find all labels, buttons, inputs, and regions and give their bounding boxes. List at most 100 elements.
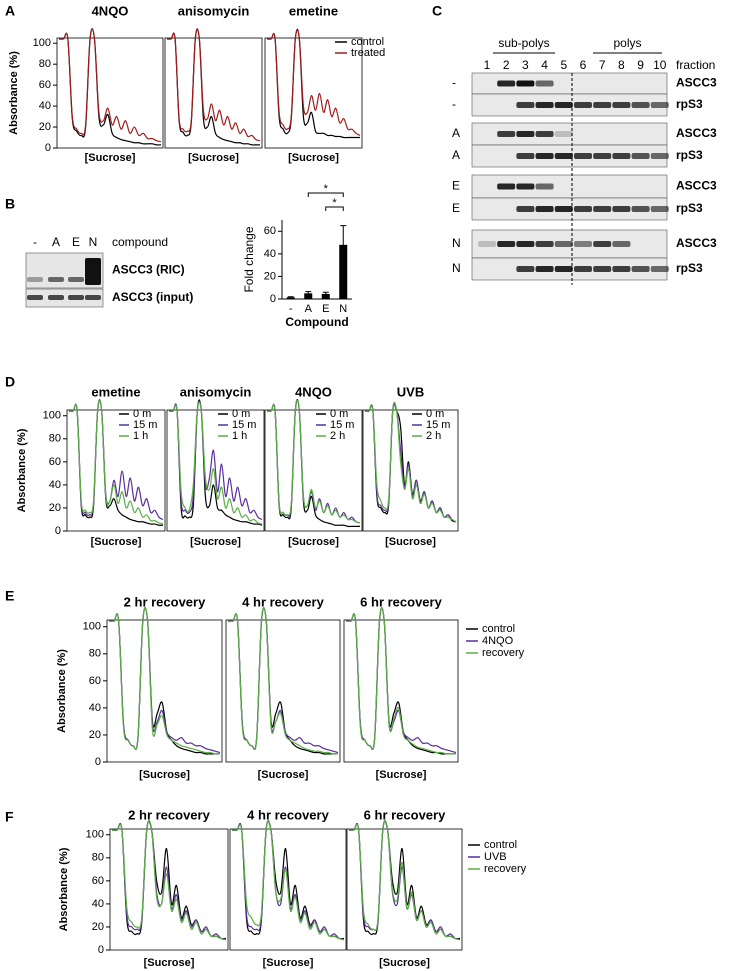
x-axis-label: [Sucrose] xyxy=(190,536,241,548)
blot-group-label: A xyxy=(452,126,460,140)
legend-label: 0 m xyxy=(426,408,444,420)
fraction-number: 3 xyxy=(522,58,529,72)
fraction-number: 2 xyxy=(503,58,510,72)
y-tick-label: 80 xyxy=(39,58,51,70)
profile-line xyxy=(345,607,456,755)
chart-title: 4 hr recovery xyxy=(247,807,329,822)
chart-frame xyxy=(106,619,223,763)
band xyxy=(85,295,101,300)
band xyxy=(593,102,612,108)
band xyxy=(554,153,573,159)
y-tick-label: 20 xyxy=(89,729,101,741)
band xyxy=(535,102,554,108)
blot-row-label: ASCC3 (input) xyxy=(112,290,193,304)
chart-title: emetine xyxy=(289,3,338,18)
chart-frame xyxy=(264,409,363,532)
significance-bracket xyxy=(307,192,344,197)
panel-label: F xyxy=(5,809,14,825)
y-tick-label: 60 xyxy=(89,675,101,687)
band xyxy=(631,153,650,159)
chart-title: anisomycin xyxy=(180,384,252,399)
profile-line xyxy=(108,607,220,755)
legend-label: 0 m xyxy=(232,408,250,420)
chart-title: 4NQO xyxy=(92,3,129,18)
panel-label: D xyxy=(5,374,15,390)
legend-label: 15 m xyxy=(232,419,256,431)
profile-line xyxy=(345,607,456,755)
x-tick-label: E xyxy=(322,303,329,315)
profile-line xyxy=(364,402,457,523)
band xyxy=(535,183,554,190)
band xyxy=(593,241,612,247)
x-axis-label: [Sucrose] xyxy=(288,536,339,548)
blot-row-label: ASCC3 xyxy=(676,179,717,193)
x-axis-label: [Sucrose] xyxy=(144,957,195,969)
y-axis-label: Absorbance (%) xyxy=(16,428,28,512)
band xyxy=(535,131,554,137)
profile-line xyxy=(108,606,221,755)
profile-line xyxy=(108,607,221,754)
x-tick-label: - xyxy=(289,303,293,315)
legend-label: 0 m xyxy=(330,408,348,420)
chart-frame xyxy=(66,409,166,532)
profile-line xyxy=(266,28,360,139)
legend-label: 2 h xyxy=(330,430,345,442)
significance-mark: * xyxy=(324,183,329,195)
y-tick-label: 20 xyxy=(92,921,104,933)
band xyxy=(554,206,573,212)
band xyxy=(478,241,496,247)
fraction-number: 1 xyxy=(484,58,491,72)
significance-bracket xyxy=(325,206,344,211)
band xyxy=(27,295,43,300)
band xyxy=(516,241,535,247)
y-tick-label: 0 xyxy=(95,756,101,768)
y-tick-label: 40 xyxy=(39,100,51,112)
chart-frame xyxy=(164,37,263,149)
fraction-group: polys xyxy=(613,36,641,50)
blot-row-label: ASCC3 (RIC) xyxy=(112,263,185,277)
band xyxy=(497,131,516,137)
chart-frame xyxy=(166,409,265,532)
blot-group-label: A xyxy=(452,148,460,162)
legend-label: UVB xyxy=(484,851,507,863)
profile-line xyxy=(111,819,227,941)
x-axis-label: [Sucrose] xyxy=(263,957,314,969)
legend-label: recovery xyxy=(484,863,527,875)
bar xyxy=(321,293,330,299)
profile-line xyxy=(168,400,263,521)
band xyxy=(85,258,101,285)
profile-line xyxy=(68,399,164,526)
band xyxy=(516,131,535,137)
band xyxy=(593,206,612,212)
x-axis-label: [Sucrose] xyxy=(188,152,239,164)
y-tick-label: 100 xyxy=(33,37,51,49)
profile-line xyxy=(111,820,227,940)
band xyxy=(650,102,669,108)
blot-group-label: E xyxy=(452,179,460,193)
y-axis-label: Absorbance (%) xyxy=(56,649,68,733)
profile-line xyxy=(348,820,461,941)
chart-frame xyxy=(56,37,164,149)
blot-group-label: - xyxy=(452,97,456,111)
chart-title: 4NQO xyxy=(295,384,332,399)
y-tick-label: 80 xyxy=(89,648,101,660)
panel-label: E xyxy=(5,588,14,604)
profile-line xyxy=(364,401,457,523)
blot-row-label: rpS3 xyxy=(676,201,703,215)
band xyxy=(612,266,631,272)
band xyxy=(593,153,612,159)
band xyxy=(631,266,650,272)
band xyxy=(554,102,573,108)
profile-line xyxy=(227,607,338,755)
band xyxy=(612,206,631,212)
band xyxy=(68,277,84,282)
y-tick-label: 80 xyxy=(49,433,61,445)
blot-row-label: ASCC3 xyxy=(676,236,717,250)
band xyxy=(48,295,64,300)
legend-label: control xyxy=(351,36,384,48)
band xyxy=(535,241,554,247)
y-tick-label: 40 xyxy=(264,248,276,260)
band xyxy=(650,206,669,212)
y-tick-label: 0 xyxy=(98,944,104,956)
blot-row-label: rpS3 xyxy=(676,148,703,162)
